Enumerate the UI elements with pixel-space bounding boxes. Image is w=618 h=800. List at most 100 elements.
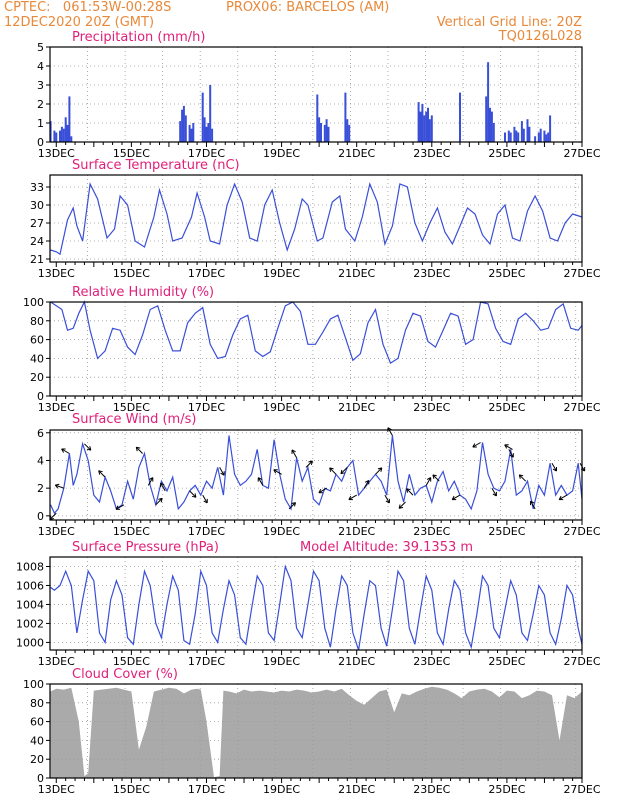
wind-arrow [406,488,414,496]
precipitation-bar [68,96,71,142]
wind-arrow-head [519,474,524,477]
precipitation-bar [55,132,58,142]
wind-arrow-head [191,495,197,498]
wind-title: Surface Wind (m/s) [72,412,196,427]
wind-arrow-head [55,483,60,486]
wind-arrow [115,504,125,510]
precipitation-bar [64,117,67,142]
wind-arrow-head [472,443,476,448]
precipitation-ytick-label: 1 [37,117,44,130]
wind-xtick-label: 21DEC [338,525,375,538]
precipitation-xtick-label: 23DEC [413,147,450,160]
precipitation-bar [184,115,187,142]
header-code: TQ0126L028 [498,29,582,44]
pressure-ytick-label: 1006 [16,579,44,592]
wind-arrow-head [426,477,431,480]
cloud-xtick-label: 21DEC [338,783,375,796]
wind-arrow-head [432,474,435,479]
precipitation-bar [545,134,548,142]
temperature-ytick-label: 24 [30,235,44,248]
pressure-xtick-label: 21DEC [338,655,375,668]
humidity-xtick-label: 15DEC [113,401,150,414]
wind-arrow [288,502,296,510]
temperature-ytick-label: 30 [30,199,44,212]
precipitation-bar [203,117,206,142]
pressure-ytick-label: 1000 [16,636,44,649]
wind-arrow [273,469,282,475]
precipitation-bar [515,130,518,142]
wind-arrow-head [294,502,296,507]
precipitation-bar [430,115,433,142]
cloud-ytick-label: 20 [30,753,44,766]
wind-xtick-label: 27DEC [563,525,600,538]
cloud-xtick-label: 23DEC [413,783,450,796]
cloud-xtick-label: 15DEC [113,783,150,796]
wind-arrow [432,474,440,482]
wind-xtick-label: 17DEC [188,525,225,538]
temperature-xtick-label: 17DEC [188,267,225,280]
precipitation-bar [53,130,56,142]
wind-arrow-head [509,454,514,458]
header-datetime: 12DEC2020 20Z (GMT) [4,15,155,30]
wind-arrow-head [552,468,557,472]
precipitation-bar [517,132,520,142]
wind-arrow [291,449,298,458]
cloud-ytick-label: 40 [30,734,44,747]
cloud-ytick-label: 100 [23,678,44,691]
precipitation-bar [459,92,461,142]
humidity-ytick-label: 60 [30,334,44,347]
pressure-ytick-label: 1008 [16,560,44,573]
wind-arrow [508,449,514,458]
wind-arrow-head [432,474,437,477]
precipitation-ytick-label: 4 [37,60,44,73]
wind-arrow-head [291,502,296,504]
wind-arrow-head [160,498,163,503]
cloud-frame [49,683,583,779]
cloud-ytick-label: 0 [37,772,44,785]
wind-arrow-head [364,479,369,483]
cloud-xtick-label: 27DEC [563,783,600,796]
precipitation-bar [182,105,185,142]
wind-arrow-head [385,500,390,504]
humidity-ytick-label: 20 [30,371,44,384]
temperature-ytick-label: 21 [30,253,44,266]
temperature-xtick-label: 25DEC [488,267,525,280]
wind-arrow [530,500,536,510]
precipitation-bar [549,115,552,142]
temperature-xtick-label: 15DEC [113,267,150,280]
wind-arrow-head [194,493,197,498]
wind-arrow [384,494,390,504]
pressure-annotation: Model Altitude: 39.1353 m [300,540,473,555]
precipitation-bar [534,136,537,142]
precipitation-bar [423,115,426,142]
precipitation-ytick-label: 0 [37,136,44,149]
humidity-xtick-label: 23DEC [413,401,450,414]
wind-arrow [147,477,154,486]
wind-arrow-head [398,506,404,509]
precipitation-bar [344,92,347,142]
precipitation-title: Precipitation (mm/h) [72,30,205,45]
temperature-ytick-label: 27 [30,217,44,230]
pressure-xtick-label: 23DEC [413,655,450,668]
wind-arrow-head [329,467,334,470]
humidity-xtick-label: 17DEC [188,401,225,414]
precipitation-bar [520,121,523,142]
humidity-line [50,300,583,364]
pressure-ytick-label: 1002 [16,617,44,630]
precipitation-frame [49,46,583,143]
wind-ytick-label: 4 [37,454,44,467]
pressure-frame [49,556,583,651]
wind-arrow [348,494,357,501]
header-gridline: Vertical Grid Line: 20Z [436,15,582,30]
pressure-xtick-label: 17DEC [188,655,225,668]
precipitation-xtick-label: 17DEC [188,147,225,160]
precipitation-bar [528,126,531,142]
wind-arrow-head [380,467,383,472]
wind-arrow-head [518,474,521,479]
wind-arrow-head [308,460,313,463]
wind-arrow [551,462,557,472]
precipitation-ytick-label: 3 [37,79,44,92]
wind-arrow-head [340,469,343,474]
